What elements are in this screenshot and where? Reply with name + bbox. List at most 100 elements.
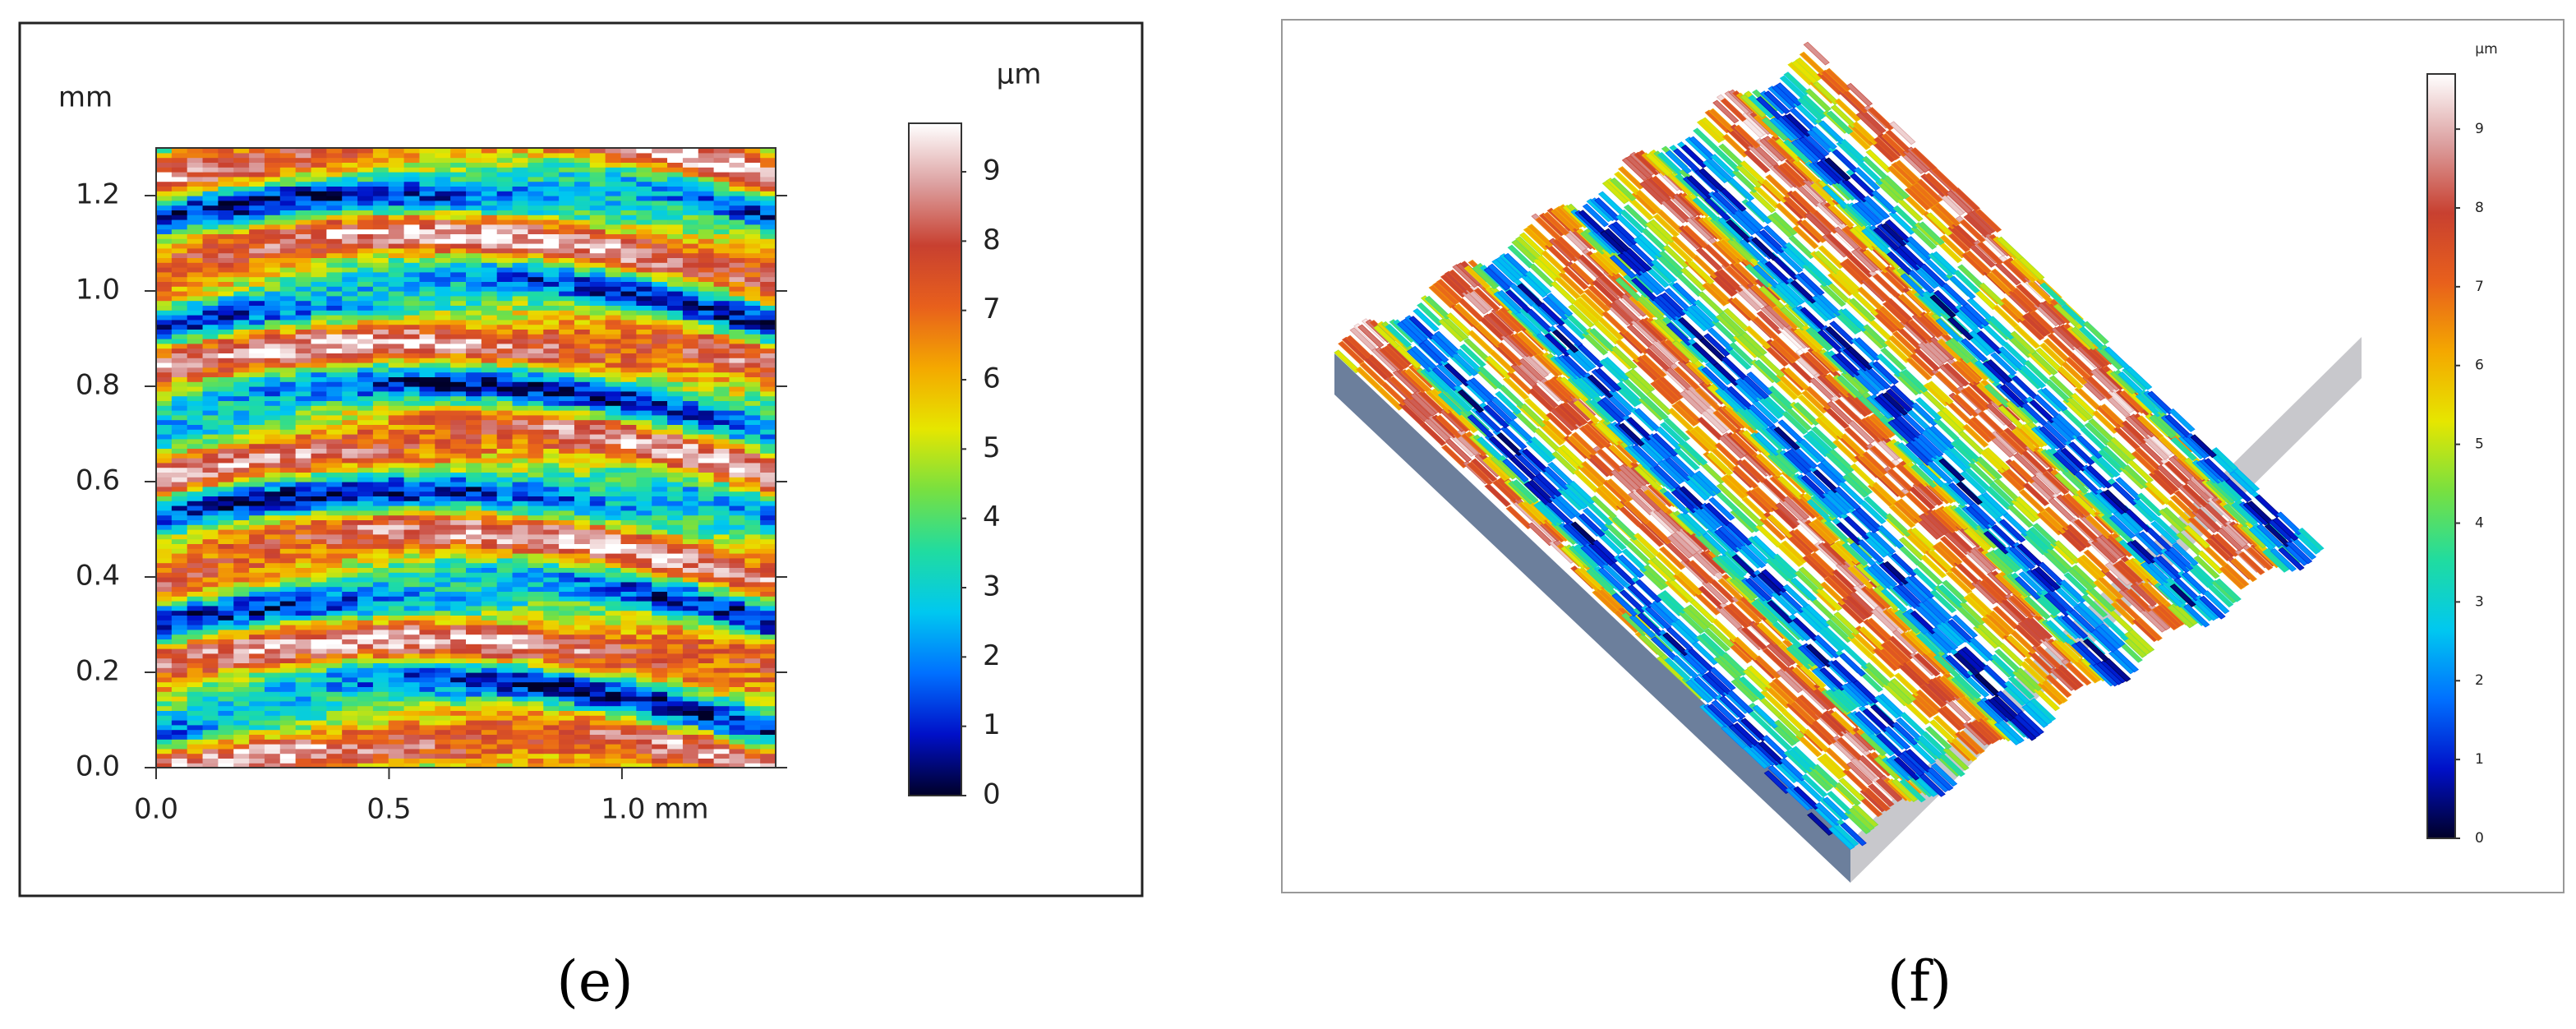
height-cell [698, 210, 715, 215]
height-cell [667, 276, 684, 282]
height-cell [156, 639, 173, 644]
height-cell [403, 448, 421, 454]
height-cell [218, 472, 234, 478]
height-cell [357, 467, 374, 473]
height-cell [466, 405, 482, 411]
height-cell [589, 371, 606, 377]
height-cell [450, 467, 467, 473]
height-cell [218, 514, 234, 520]
height-cell [496, 224, 514, 230]
height-cell [156, 448, 173, 454]
height-cell [156, 562, 173, 568]
height-cell [682, 300, 699, 306]
height-cell [543, 586, 560, 592]
height-cell [403, 472, 421, 478]
height-cell [249, 577, 265, 583]
height-cell [574, 548, 591, 554]
height-cell [450, 300, 467, 306]
height-cell [528, 710, 544, 716]
height-cell [279, 620, 297, 625]
height-cell [171, 620, 188, 625]
height-cell [543, 252, 560, 258]
height-cell [311, 424, 327, 430]
height-cell [559, 343, 575, 349]
height-cell [171, 291, 188, 297]
height-cell [156, 514, 173, 520]
height-cell [481, 176, 498, 182]
height-cell [682, 339, 699, 344]
height-cell [620, 577, 637, 583]
height-cell [233, 625, 250, 630]
height-cell [357, 371, 374, 377]
height-cell [667, 696, 684, 702]
height-cell [481, 215, 498, 220]
height-cell [450, 533, 467, 540]
height-cell [636, 319, 652, 325]
height-cell [574, 519, 591, 525]
height-cell [403, 734, 421, 740]
height-cell [419, 625, 435, 630]
height-cell [713, 615, 730, 621]
height-cell [698, 533, 715, 540]
height-cell [311, 353, 327, 358]
height-cell [481, 639, 498, 644]
height-cell [249, 676, 265, 683]
height-cell [187, 238, 204, 244]
height-cell [326, 390, 343, 397]
height-cell [744, 572, 761, 578]
height-cell [372, 467, 389, 473]
height-cell [419, 176, 435, 182]
height-cell [528, 620, 544, 625]
height-cell [574, 763, 591, 768]
height-cell [512, 729, 528, 735]
height-cell [357, 710, 374, 716]
height-cell [543, 419, 560, 425]
height-cell [156, 343, 173, 349]
height-cell [605, 448, 622, 454]
height-cell [435, 596, 451, 602]
height-cell [171, 724, 188, 731]
height-cell [481, 529, 498, 535]
height-cell [496, 424, 514, 430]
height-cell [372, 486, 389, 492]
height-cell [512, 591, 528, 597]
height-cell [682, 172, 699, 178]
height-cell [450, 405, 467, 411]
height-cell [279, 443, 297, 449]
height-cell [667, 538, 684, 544]
height-cell [187, 596, 204, 602]
height-cell [698, 410, 715, 416]
height-cell [342, 691, 358, 697]
height-cell [279, 696, 297, 702]
height-cell [559, 300, 575, 306]
height-cell [372, 257, 389, 263]
height-cell [667, 567, 684, 573]
height-cell [620, 305, 637, 311]
height-cell [202, 672, 219, 678]
height-cell [403, 267, 421, 273]
height-cell [342, 581, 358, 588]
height-cell [589, 186, 606, 191]
height-cell [528, 390, 544, 397]
height-cell [326, 572, 343, 578]
height-cell [372, 276, 389, 282]
height-cell [450, 462, 467, 468]
height-cell [698, 477, 715, 482]
height-cell [419, 367, 435, 373]
height-cell [202, 329, 219, 335]
height-cell [202, 477, 219, 482]
height-cell [760, 343, 776, 349]
height-cell [233, 362, 250, 368]
height-cell [264, 596, 281, 602]
height-cell [466, 553, 482, 559]
height-cell [760, 205, 776, 210]
height-cell [435, 362, 451, 368]
height-cell [667, 605, 684, 611]
height-cell [202, 505, 219, 511]
height-cell [713, 720, 730, 726]
height-cell [264, 181, 281, 187]
height-cell [528, 505, 544, 511]
height-cell [218, 753, 234, 759]
height-cell [559, 390, 575, 397]
height-cell [311, 486, 327, 492]
